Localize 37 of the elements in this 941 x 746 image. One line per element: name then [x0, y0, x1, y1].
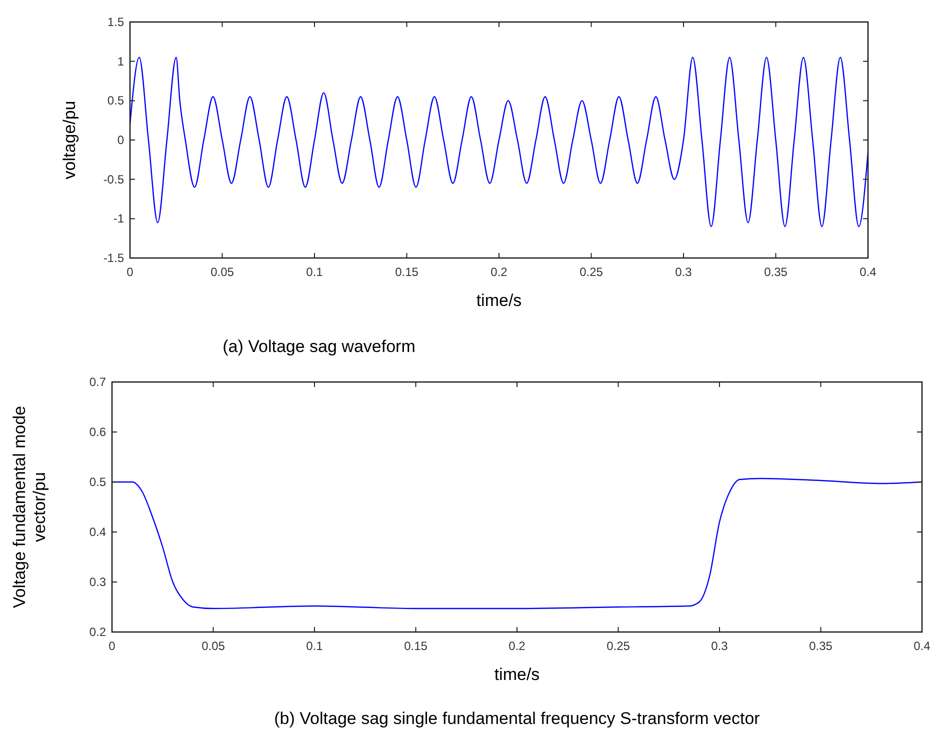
y-tick-label: 0.2 [89, 625, 106, 639]
text: (b) Voltage sag single fundamental frequency S-transform vector [274, 709, 760, 728]
y-tick-label: -1.5 [103, 251, 124, 265]
x-axis-title: time/s [494, 665, 540, 684]
y-tick-label: 0.3 [89, 575, 106, 589]
x-tick-label: 0.3 [711, 639, 728, 653]
line-series [129, 56, 869, 228]
y-tick-label: 0.5 [107, 94, 124, 108]
x-tick-label: 0.1 [306, 265, 324, 279]
y-axis-title: Voltage fundamental mode vector/pu [10, 406, 49, 608]
x-tick-label: 0.2 [490, 265, 508, 279]
y-tick-label: -1 [113, 212, 124, 226]
y-tick-label: 0 [117, 133, 124, 147]
x-tick-label: 0.25 [580, 265, 604, 279]
x-tick-label: 0.15 [404, 639, 428, 653]
y-tick-label: 0.5 [89, 475, 106, 489]
x-tick-label: 0.25 [606, 639, 630, 653]
y-tick-label: 0.6 [89, 425, 106, 439]
x-axis-title: time/s [476, 291, 522, 310]
x-tick-label: 0 [126, 265, 134, 279]
x-tick-label: 0.05 [210, 265, 234, 279]
x-tick-label: 0.2 [508, 639, 526, 653]
x-tick-label: 0.1 [306, 639, 324, 653]
x-tick-label: 0.15 [395, 265, 419, 279]
y-tick-label: -0.5 [103, 172, 124, 186]
x-tick-label: 0.4 [860, 265, 877, 279]
y-tick-label: 1.5 [107, 15, 124, 29]
x-tick-label: 0.05 [202, 639, 226, 653]
y-tick-label: 0.4 [89, 525, 106, 539]
y-axis-title: voltage/pu [60, 100, 79, 180]
x-tick-label: 0.4 [914, 639, 931, 653]
y-tick-label: 0.7 [89, 375, 106, 389]
x-tick-label: 0.35 [809, 639, 833, 653]
x-tick-label: 0.35 [764, 265, 788, 279]
y-tick-label: 1 [117, 54, 124, 68]
text: (a) Voltage sag waveform [222, 337, 416, 356]
x-tick-label: 0.3 [675, 265, 692, 279]
